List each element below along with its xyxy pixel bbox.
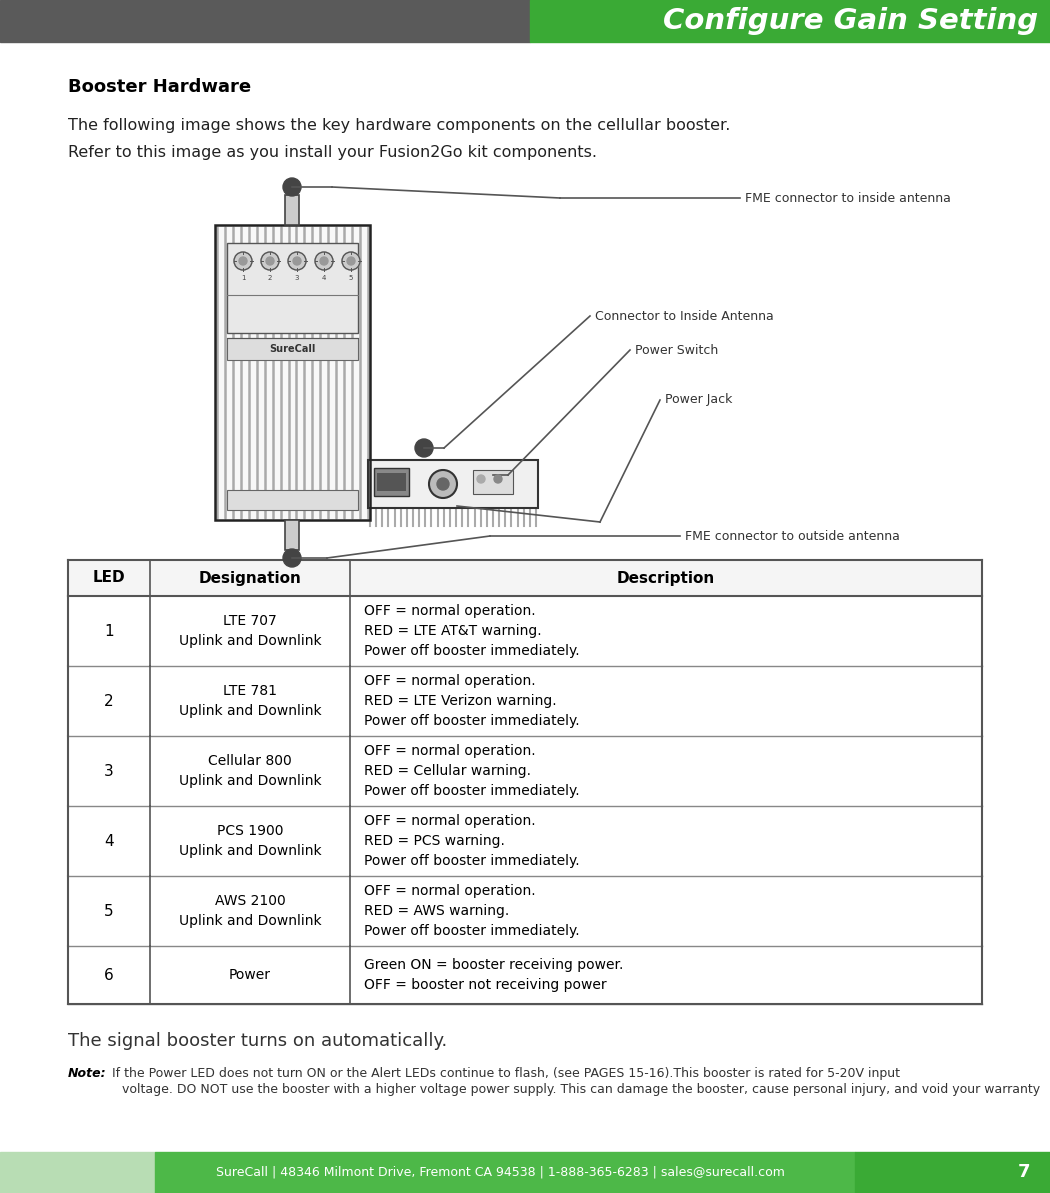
Text: Designation: Designation xyxy=(198,570,301,586)
Bar xyxy=(855,1152,1050,1193)
Bar xyxy=(0,1152,155,1193)
Bar xyxy=(285,194,299,225)
Text: Refer to this image as you install your Fusion2Go kit components.: Refer to this image as you install your … xyxy=(68,146,597,160)
Bar xyxy=(68,946,982,1005)
Bar xyxy=(68,806,982,876)
Circle shape xyxy=(415,439,433,457)
Text: OFF = normal operation.
RED = LTE Verizon warning.
Power off booster immediately: OFF = normal operation. RED = LTE Verizo… xyxy=(364,674,580,728)
Circle shape xyxy=(346,256,355,265)
Text: AWS 2100
Uplink and Downlink: AWS 2100 Uplink and Downlink xyxy=(178,894,321,928)
Text: 1: 1 xyxy=(104,624,113,638)
Circle shape xyxy=(315,252,333,270)
Text: 2: 2 xyxy=(104,693,113,709)
Text: Note:: Note: xyxy=(68,1067,107,1080)
Bar xyxy=(68,560,982,596)
Bar xyxy=(368,460,538,508)
Text: OFF = normal operation.
RED = AWS warning.
Power off booster immediately.: OFF = normal operation. RED = AWS warnin… xyxy=(364,884,580,938)
Text: Description: Description xyxy=(617,570,715,586)
Text: 4: 4 xyxy=(321,276,327,282)
Circle shape xyxy=(320,256,328,265)
Text: 2: 2 xyxy=(268,276,272,282)
Text: 3: 3 xyxy=(104,764,113,779)
Text: The following image shows the key hardware components on the cellullar booster.: The following image shows the key hardwa… xyxy=(68,118,731,132)
Text: FME connector to inside antenna: FME connector to inside antenna xyxy=(746,192,951,204)
Circle shape xyxy=(494,475,502,483)
Text: Booster Hardware: Booster Hardware xyxy=(68,78,251,95)
Text: Power Jack: Power Jack xyxy=(665,394,733,407)
Text: The signal booster turns on automatically.: The signal booster turns on automaticall… xyxy=(68,1032,447,1050)
Text: 6: 6 xyxy=(104,968,113,983)
Text: 3: 3 xyxy=(295,276,299,282)
Text: OFF = normal operation.
RED = PCS warning.
Power off booster immediately.: OFF = normal operation. RED = PCS warnin… xyxy=(364,815,580,867)
Text: Power Switch: Power Switch xyxy=(635,344,718,357)
Bar xyxy=(0,0,530,42)
Bar xyxy=(215,225,370,520)
Bar xyxy=(530,0,1050,42)
Text: If the Power LED does not turn ON or the Alert LEDs continue to flash, (see PAGE: If the Power LED does not turn ON or the… xyxy=(108,1067,900,1080)
Bar xyxy=(472,470,513,494)
Bar xyxy=(227,490,358,509)
Text: OFF = normal operation.
RED = LTE AT&T warning.
Power off booster immediately.: OFF = normal operation. RED = LTE AT&T w… xyxy=(364,605,580,657)
Circle shape xyxy=(284,549,301,567)
Bar xyxy=(68,596,982,666)
Text: 1: 1 xyxy=(240,276,246,282)
Bar xyxy=(155,1152,855,1193)
Text: LTE 781
Uplink and Downlink: LTE 781 Uplink and Downlink xyxy=(178,684,321,718)
Circle shape xyxy=(477,475,485,483)
Circle shape xyxy=(234,252,252,270)
Bar xyxy=(377,472,406,492)
Circle shape xyxy=(342,252,360,270)
Bar xyxy=(227,243,358,333)
Bar xyxy=(374,468,410,496)
Circle shape xyxy=(293,256,301,265)
Text: 5: 5 xyxy=(104,903,113,919)
Text: voltage. DO NOT use the booster with a higher voltage power supply. This can dam: voltage. DO NOT use the booster with a h… xyxy=(122,1083,1041,1096)
Bar xyxy=(68,666,982,736)
Bar xyxy=(68,736,982,806)
Text: Green ON = booster receiving power.
OFF = booster not receiving power: Green ON = booster receiving power. OFF … xyxy=(364,958,624,991)
Circle shape xyxy=(239,256,247,265)
Text: PCS 1900
Uplink and Downlink: PCS 1900 Uplink and Downlink xyxy=(178,823,321,858)
Text: LED: LED xyxy=(92,570,125,586)
Text: OFF = normal operation.
RED = Cellular warning.
Power off booster immediately.: OFF = normal operation. RED = Cellular w… xyxy=(364,744,580,797)
Text: Cellular 800
Uplink and Downlink: Cellular 800 Uplink and Downlink xyxy=(178,754,321,789)
Circle shape xyxy=(261,252,279,270)
Text: 7: 7 xyxy=(1017,1163,1030,1181)
Text: Connector to Inside Antenna: Connector to Inside Antenna xyxy=(595,309,774,322)
Text: SureCall: SureCall xyxy=(269,344,316,354)
Text: 4: 4 xyxy=(104,834,113,848)
Text: FME connector to outside antenna: FME connector to outside antenna xyxy=(685,530,900,543)
Bar xyxy=(215,225,370,520)
Circle shape xyxy=(266,256,274,265)
Bar xyxy=(68,876,982,946)
Circle shape xyxy=(429,470,457,497)
Text: Power: Power xyxy=(229,968,271,982)
Text: SureCall | 48346 Milmont Drive, Fremont CA 94538 | 1-888-365-6283 | sales@sureca: SureCall | 48346 Milmont Drive, Fremont … xyxy=(215,1166,784,1179)
Circle shape xyxy=(437,478,449,490)
Text: Configure Gain Setting: Configure Gain Setting xyxy=(663,7,1038,35)
Circle shape xyxy=(288,252,306,270)
Text: 5: 5 xyxy=(349,276,353,282)
Bar xyxy=(285,520,299,550)
Text: LTE 707
Uplink and Downlink: LTE 707 Uplink and Downlink xyxy=(178,613,321,648)
Circle shape xyxy=(284,178,301,196)
Bar xyxy=(227,338,358,360)
